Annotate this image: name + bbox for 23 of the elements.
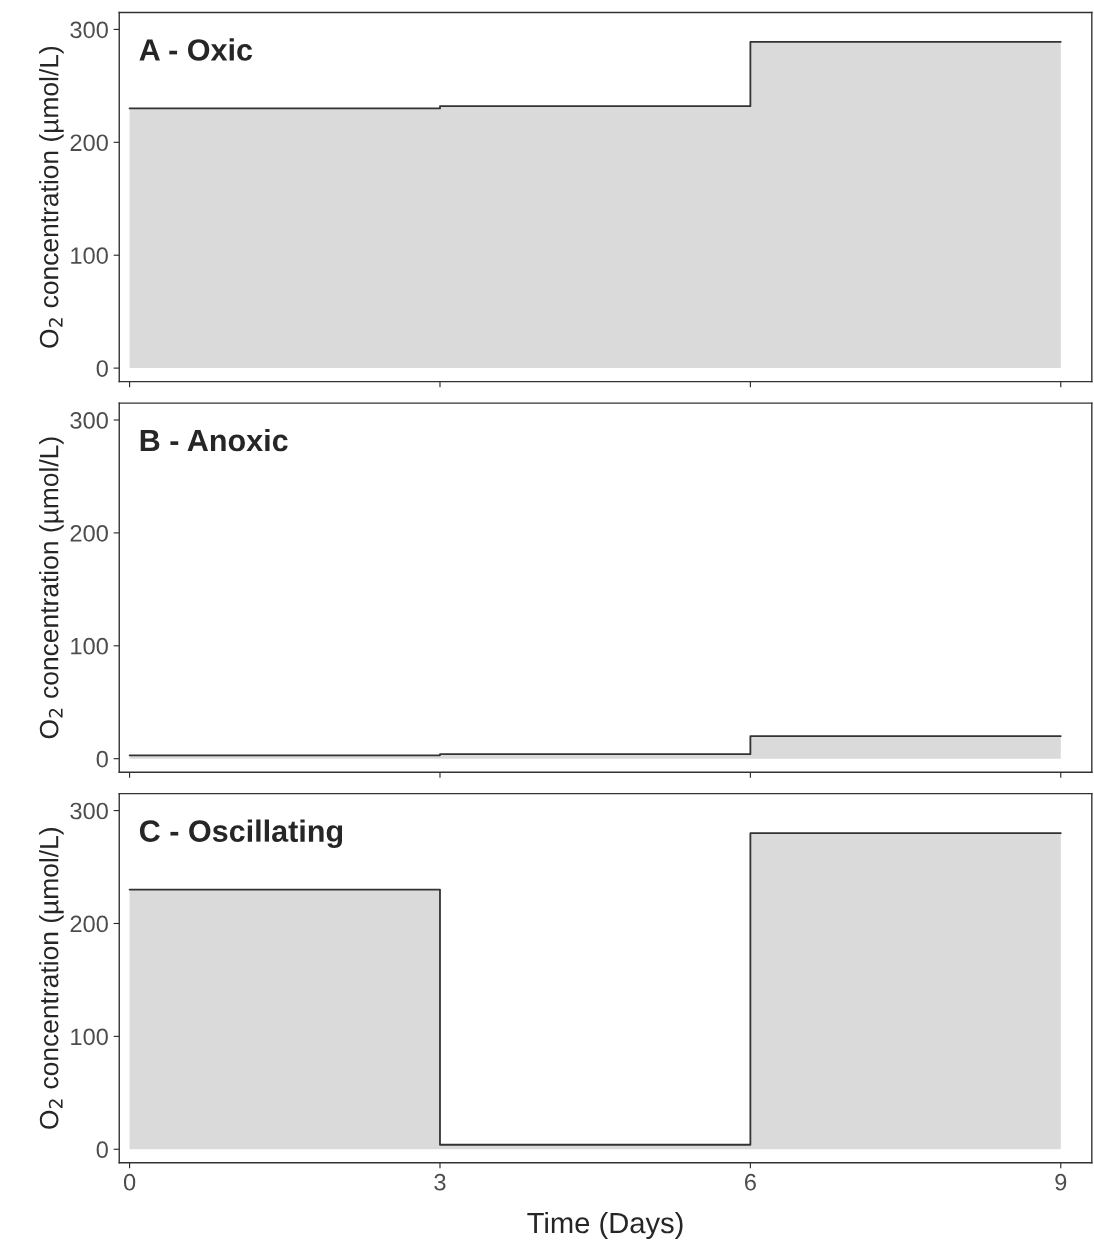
y-tick-label: 0 — [96, 750, 108, 768]
y-tick-label: 0 — [96, 360, 108, 377]
y-tick-label: 200 — [70, 524, 108, 542]
y-axis-title: O$_{2}$ concentration (µmol/L) — [39, 828, 64, 1129]
x-axis-title: Time (Days) — [527, 1211, 683, 1240]
y-tick-label: 200 — [70, 915, 108, 933]
y-axis-title: O$_{2}$ concentration (µmol/L) — [39, 437, 64, 739]
x-tick-label: 6 — [745, 1173, 756, 1191]
text: B - Anoxic — [140, 428, 288, 452]
y-tick-label: 200 — [70, 134, 108, 152]
x-tick-label: 0 — [123, 1173, 136, 1191]
y-axis-title: O$_{2}$ concentration (µmol/L) — [39, 46, 64, 348]
x-tick-label: 9 — [1055, 1173, 1067, 1191]
y-tick-label: 300 — [70, 412, 108, 429]
y-tick-label: 0 — [96, 1141, 108, 1159]
x-tick-label: 3 — [434, 1173, 446, 1191]
y-tick-label: 100 — [71, 1028, 108, 1046]
y-tick-label: 300 — [70, 802, 108, 820]
text: A - Oxic — [139, 38, 253, 61]
y-tick-label: 300 — [70, 21, 108, 39]
text: C - Oscillating — [139, 819, 343, 849]
y-tick-label: 100 — [71, 247, 108, 264]
y-tick-label: 100 — [71, 637, 108, 655]
